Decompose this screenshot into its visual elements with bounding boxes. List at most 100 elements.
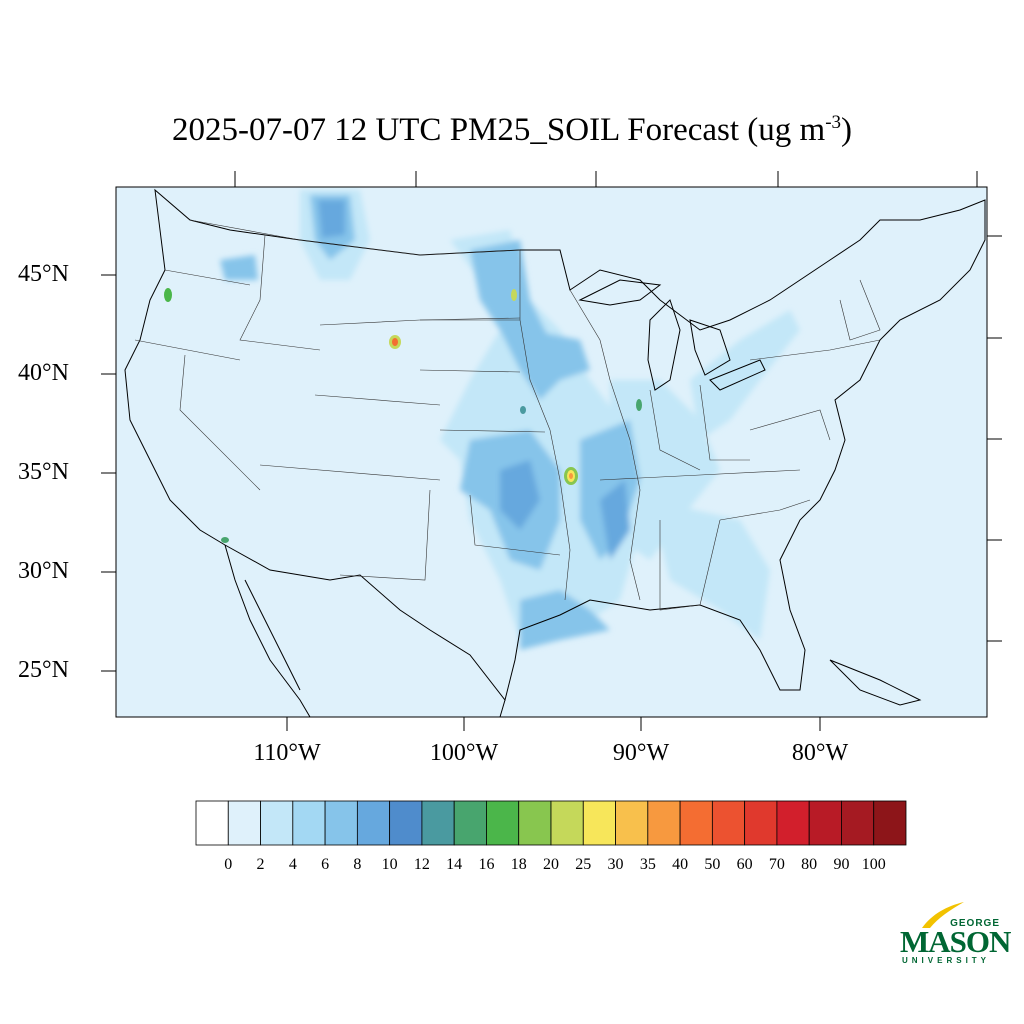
plume-washington (220, 255, 258, 280)
colorbar-tick-label: 40 (672, 856, 689, 873)
lat-label-40: 40°N (18, 360, 69, 386)
hotspot-southdakota (511, 289, 517, 301)
border-ut-az (259, 464, 441, 481)
border-mn-wi (569, 289, 641, 601)
lake-huron (689, 319, 731, 376)
chart-title: 2025-07-07 12 UTC PM25_SOIL Forecast (ug… (0, 112, 1024, 149)
logo-swoosh-icon (922, 902, 964, 928)
lat-label-30: 30°N (18, 558, 69, 584)
hotspot-oregon (164, 288, 172, 302)
colorbar-box (841, 800, 875, 846)
lat-label-35: 35°N (18, 459, 69, 485)
lon-label-90w: 90°W (612, 740, 670, 766)
border-ky-tn (599, 469, 801, 481)
concentration-patches (220, 190, 800, 650)
colorbar-tick-label: 90 (833, 856, 850, 873)
border-sd-ne (419, 369, 521, 373)
logo-university: UNIVERSITY (902, 956, 991, 965)
border-nc-sc (719, 499, 811, 521)
plume-midwest (610, 380, 720, 560)
colorbar-box (744, 800, 778, 846)
border-va (749, 409, 831, 441)
colorbar-tick-label: 18 (510, 856, 527, 873)
colorbar (195, 800, 907, 846)
border-il-in (649, 389, 701, 471)
plume-ms-core (600, 480, 630, 560)
border-pa-ny (749, 339, 881, 361)
colorbar-box (550, 800, 584, 846)
colorbar-tick-label: 16 (478, 856, 495, 873)
border-or-ca (134, 339, 241, 361)
plume-northeast (690, 310, 800, 440)
colorbar-box (356, 800, 391, 846)
border-wy-co (314, 394, 441, 406)
hotspot-arizona (221, 537, 229, 543)
colorbar-box (808, 800, 842, 846)
plume-southeast (650, 500, 770, 640)
border-ks-ok (439, 429, 546, 433)
border-id (239, 234, 321, 351)
colorbar-box (679, 800, 713, 846)
border-nm-tx (339, 489, 431, 581)
colorbar-box (260, 800, 294, 846)
pm25-field (164, 190, 800, 650)
colorbar-box (615, 800, 649, 846)
map-frame (115, 186, 988, 718)
colorbar-box (711, 800, 746, 846)
colorbar-tick-label: 4 (288, 856, 297, 873)
colorbar-box (776, 800, 810, 846)
colorbar-box (647, 800, 681, 846)
colorbar-box (582, 800, 616, 846)
hotspot-arkansas-peak (569, 473, 573, 479)
colorbar-tick-label: 80 (801, 856, 818, 873)
colorbar-tick-label: 8 (353, 856, 362, 873)
border-oh (699, 384, 750, 461)
colorbar-tick-label: 70 (768, 856, 785, 873)
title-superscript: -3 (825, 112, 842, 133)
lon-label-110w: 110°W (253, 740, 321, 766)
colorbar-tick-label: 2 (256, 856, 265, 873)
lat-label-45: 45°N (18, 261, 69, 287)
mexico-coast (499, 699, 506, 717)
lon-label-100w: 100°W (429, 740, 499, 766)
colorbar-box (324, 800, 358, 846)
baja-inner (244, 579, 301, 691)
colorbar-box (389, 800, 423, 846)
colorbar-tick-label: 60 (736, 856, 753, 873)
colorbar-tick-label: 14 (446, 856, 463, 873)
baja-coast (224, 544, 311, 717)
plume-gulf (520, 590, 610, 650)
border-new-england (839, 279, 881, 341)
border-ca-nv (179, 354, 261, 491)
lake-michigan (647, 299, 681, 391)
cuba (829, 659, 922, 706)
tick-marks (101, 171, 1002, 731)
colorbar-tick-label: 30 (607, 856, 624, 873)
colorbar-tick-label: 20 (543, 856, 559, 873)
title-close: ) (841, 112, 853, 148)
colorbar-tick-label: 0 (224, 856, 233, 873)
plume-ok-core (500, 460, 540, 530)
colorbar-box (486, 800, 520, 846)
colorbar-tick-label: 10 (381, 856, 398, 873)
logo-george: GEORGE (950, 918, 1000, 929)
hotspot-nebraska (520, 406, 526, 414)
colorbar-box (292, 800, 326, 846)
hotspot-wyoming-core (392, 338, 398, 346)
lake-superior (578, 279, 662, 306)
title-text: 2025-07-07 12 UTC PM25_SOIL Forecast (ug… (171, 112, 826, 148)
hotspot-illinois (636, 399, 642, 411)
lon-label-80w: 80°W (791, 740, 849, 766)
border-wa-or (164, 269, 251, 286)
colorbar-box (873, 800, 907, 846)
us-outline (124, 188, 986, 702)
border-49n (189, 219, 521, 256)
colorbar-box (195, 800, 229, 846)
border-al-ga (659, 519, 721, 611)
colorbar-tick-label: 6 (321, 856, 330, 873)
colorbar-tick-label: 25 (575, 856, 592, 873)
colorbar-box (227, 800, 261, 846)
plume-mt-core (318, 200, 345, 238)
colorbar-tick-label: 50 (704, 856, 721, 873)
